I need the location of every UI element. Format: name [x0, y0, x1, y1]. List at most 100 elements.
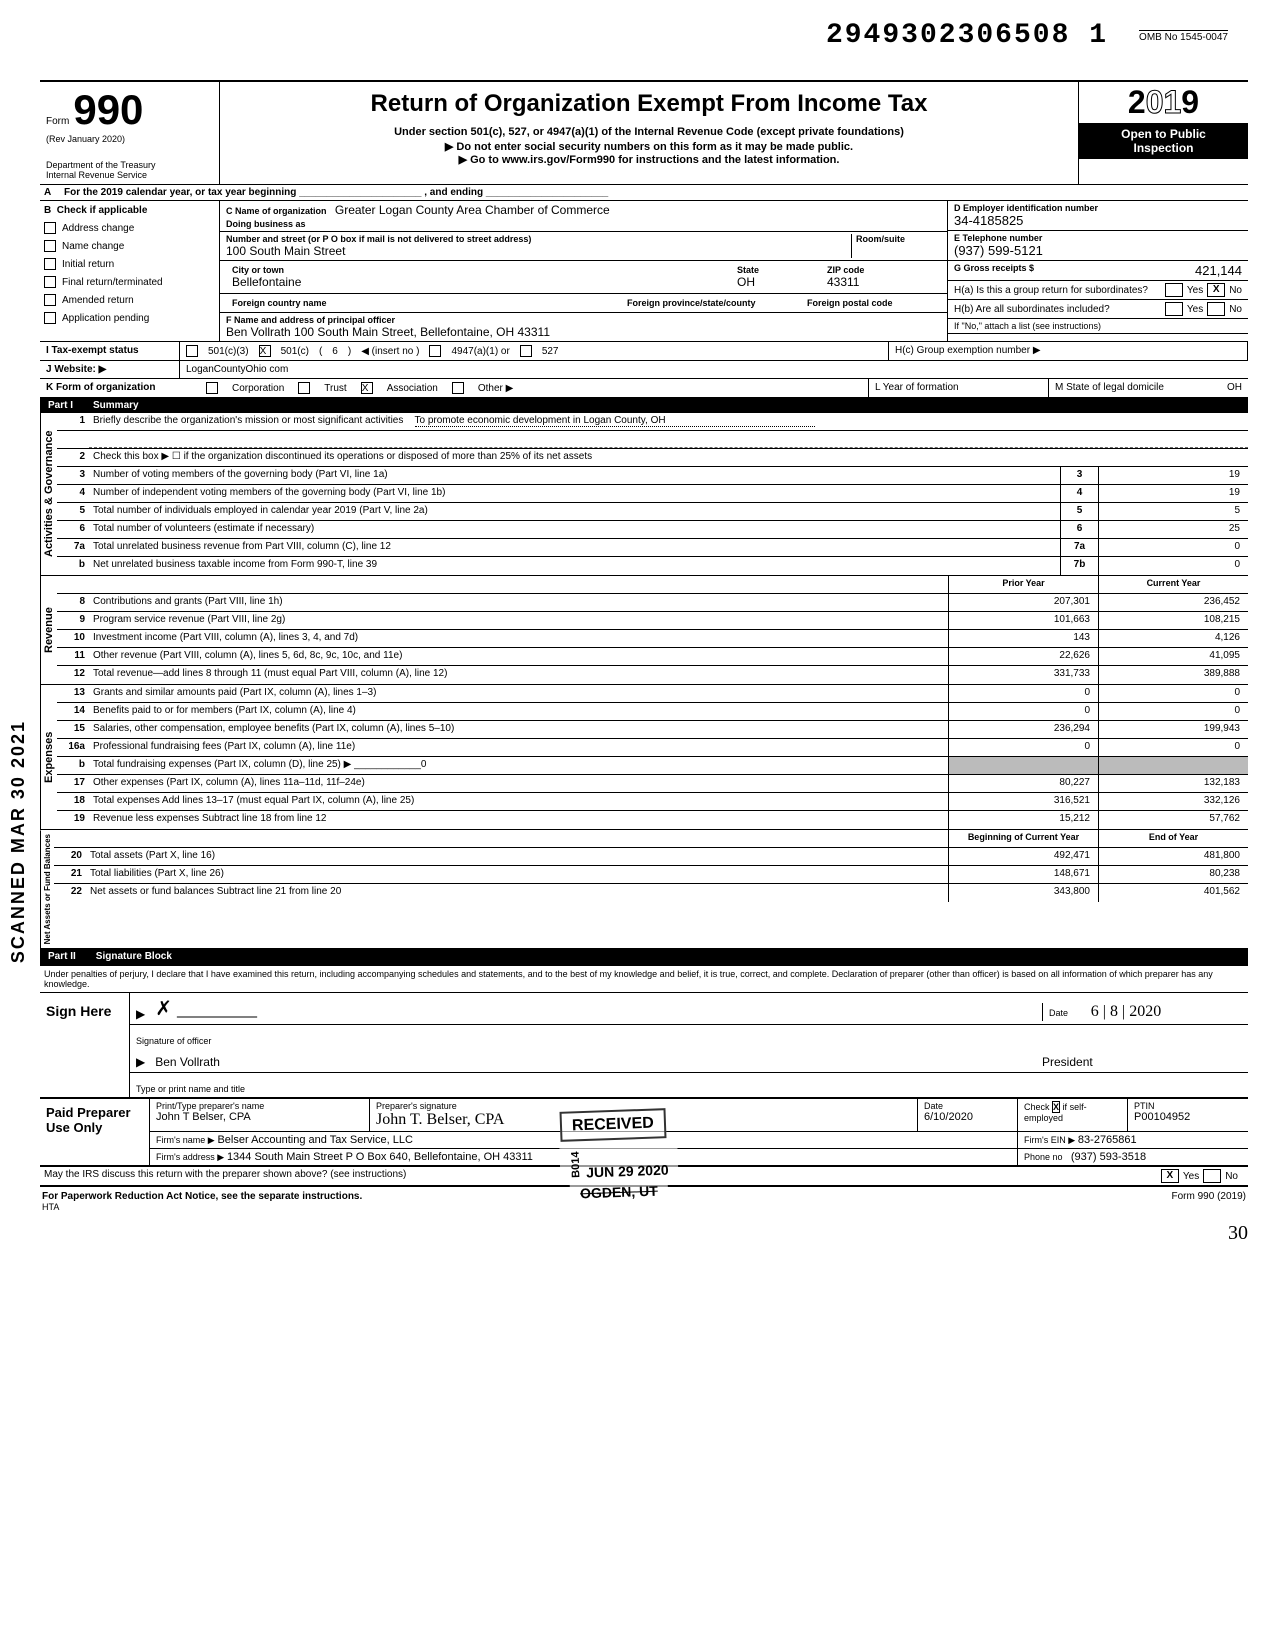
- current-value: 0: [1098, 739, 1248, 756]
- hta: HTA: [42, 1202, 362, 1212]
- chk-501c[interactable]: X: [259, 345, 271, 357]
- line-text: Total fundraising expenses (Part IX, col…: [89, 757, 948, 774]
- l-label: L Year of formation: [868, 379, 1048, 397]
- line-text: Grants and similar amounts paid (Part IX…: [89, 685, 948, 702]
- prior-value: 22,626: [948, 648, 1098, 665]
- line-num: 21: [54, 866, 86, 883]
- opt-501c3: 501(c)(3): [208, 346, 249, 357]
- current-value: 332,126: [1098, 793, 1248, 810]
- zip-label: ZIP code: [827, 265, 935, 275]
- opt-4947: 4947(a)(1) or: [451, 346, 509, 357]
- hb-yes[interactable]: [1165, 302, 1183, 316]
- subtitle-3: Go to www.irs.gov/Form990 for instructio…: [230, 153, 1068, 166]
- k-opt: Association: [387, 383, 438, 394]
- ha-no[interactable]: X: [1207, 283, 1225, 297]
- org-name: Greater Logan County Area Chamber of Com…: [335, 203, 610, 217]
- firm-addr-label: Firm's address ▶: [156, 1152, 224, 1162]
- ha-yes[interactable]: [1165, 283, 1183, 297]
- discuss-no[interactable]: [1203, 1169, 1221, 1183]
- ptin-label: PTIN: [1134, 1101, 1242, 1111]
- k-opt: Trust: [324, 383, 346, 394]
- prior-value: 207,301: [948, 594, 1098, 611]
- sig-date: 6 | 8 | 2020: [1091, 1003, 1161, 1020]
- chk-corp[interactable]: [206, 382, 218, 394]
- check-label: Check: [1024, 1102, 1050, 1112]
- line-num: 6: [57, 521, 89, 538]
- pt-label: Print/Type preparer's name: [156, 1101, 363, 1111]
- hb-no[interactable]: [1207, 302, 1225, 316]
- line-text: Salaries, other compensation, employee b…: [89, 721, 948, 738]
- hc-label: H(c) Group exemption number ▶: [888, 342, 1248, 360]
- chk-527[interactable]: [520, 345, 532, 357]
- line-text: Number of voting members of the governin…: [89, 467, 1060, 484]
- current-value: 0: [1098, 703, 1248, 720]
- line-a-letter: A: [40, 185, 60, 200]
- line-value: 19: [1098, 467, 1248, 484]
- state-label: State: [737, 265, 815, 275]
- line-num: 11: [57, 648, 89, 665]
- line-1-num: 1: [57, 413, 89, 430]
- current-year-header: Current Year: [1098, 576, 1248, 593]
- line-num: 10: [57, 630, 89, 647]
- current-value: 481,800: [1098, 848, 1248, 865]
- prior-value: 343,800: [948, 884, 1098, 902]
- line-text: Total unrelated business revenue from Pa…: [89, 539, 1060, 556]
- zip: 43311: [827, 275, 935, 289]
- line-text: Total expenses Add lines 13–17 (must equ…: [89, 793, 948, 810]
- prior-value: 15,212: [948, 811, 1098, 829]
- chk-initial-return[interactable]: [44, 258, 56, 270]
- line-num: 19: [57, 811, 89, 829]
- line-text: Number of independent voting members of …: [89, 485, 1060, 502]
- current-value: 199,943: [1098, 721, 1248, 738]
- dept-treasury: Department of the Treasury: [46, 160, 213, 170]
- line-text: Net assets or fund balances Subtract lin…: [86, 884, 948, 902]
- line-text: Other expenses (Part IX, column (A), lin…: [89, 775, 948, 792]
- begin-year-header: Beginning of Current Year: [948, 830, 1098, 847]
- officer-name: Ben Vollrath: [145, 1055, 1042, 1069]
- tax-year: 2019: [1128, 84, 1199, 120]
- form-label: Form: [46, 116, 69, 127]
- chk-self-employed[interactable]: X: [1052, 1101, 1060, 1113]
- hb-label: H(b) Are all subordinates included?: [954, 304, 1159, 315]
- line-text: Total assets (Part X, line 16): [86, 848, 948, 865]
- chk-label: Amended return: [62, 295, 134, 306]
- section-b-header: B Check if applicable: [44, 205, 215, 216]
- chk-501c3[interactable]: [186, 345, 198, 357]
- line-text: Program service revenue (Part VIII, line…: [89, 612, 948, 629]
- chk-address-change[interactable]: [44, 222, 56, 234]
- discuss-yes[interactable]: X: [1161, 1169, 1179, 1183]
- line-text: Benefits paid to or for members (Part IX…: [89, 703, 948, 720]
- chk-trust[interactable]: [298, 382, 310, 394]
- current-value: 4,126: [1098, 630, 1248, 647]
- firm-ein-label: Firm's EIN ▶: [1024, 1135, 1075, 1145]
- chk-app-pending[interactable]: [44, 312, 56, 324]
- chk-name-change[interactable]: [44, 240, 56, 252]
- chk-other[interactable]: [452, 382, 464, 394]
- part1-header: Part I Summary: [40, 398, 1248, 413]
- form-ref: Form 990 (2019): [1172, 1191, 1246, 1212]
- chk-assoc[interactable]: X: [361, 382, 373, 394]
- chk-label: Final return/terminated: [62, 277, 163, 288]
- phone: (937) 599-5121: [954, 243, 1242, 258]
- prior-value: 331,733: [948, 666, 1098, 684]
- line-text: Total number of volunteers (estimate if …: [89, 521, 1060, 538]
- chk-4947[interactable]: [429, 345, 441, 357]
- form-title: Return of Organization Exempt From Incom…: [230, 90, 1068, 118]
- opt-501c: 501(c): [281, 346, 309, 357]
- ein: 34-4185825: [954, 213, 1242, 228]
- current-value: 236,452: [1098, 594, 1248, 611]
- chk-amended[interactable]: [44, 294, 56, 306]
- received-stamp: RECEIVED: [560, 1108, 667, 1142]
- firm-phone: (937) 593-3518: [1071, 1151, 1146, 1163]
- i-label: I Tax-exempt status: [40, 342, 180, 360]
- handwritten-id: 2949302306508 1: [826, 20, 1108, 51]
- prep-date: 6/10/2020: [924, 1111, 1011, 1123]
- chk-label: Name change: [62, 241, 124, 252]
- line-num: b: [57, 557, 89, 575]
- paperwork-notice: For Paperwork Reduction Act Notice, see …: [42, 1191, 362, 1202]
- street: 100 South Main Street: [226, 244, 851, 258]
- officer: Ben Vollrath 100 South Main Street, Bell…: [226, 325, 941, 339]
- firm-addr: 1344 South Main Street P O Box 640, Bell…: [227, 1151, 533, 1163]
- chk-final-return[interactable]: [44, 276, 56, 288]
- opt-527: 527: [542, 346, 559, 357]
